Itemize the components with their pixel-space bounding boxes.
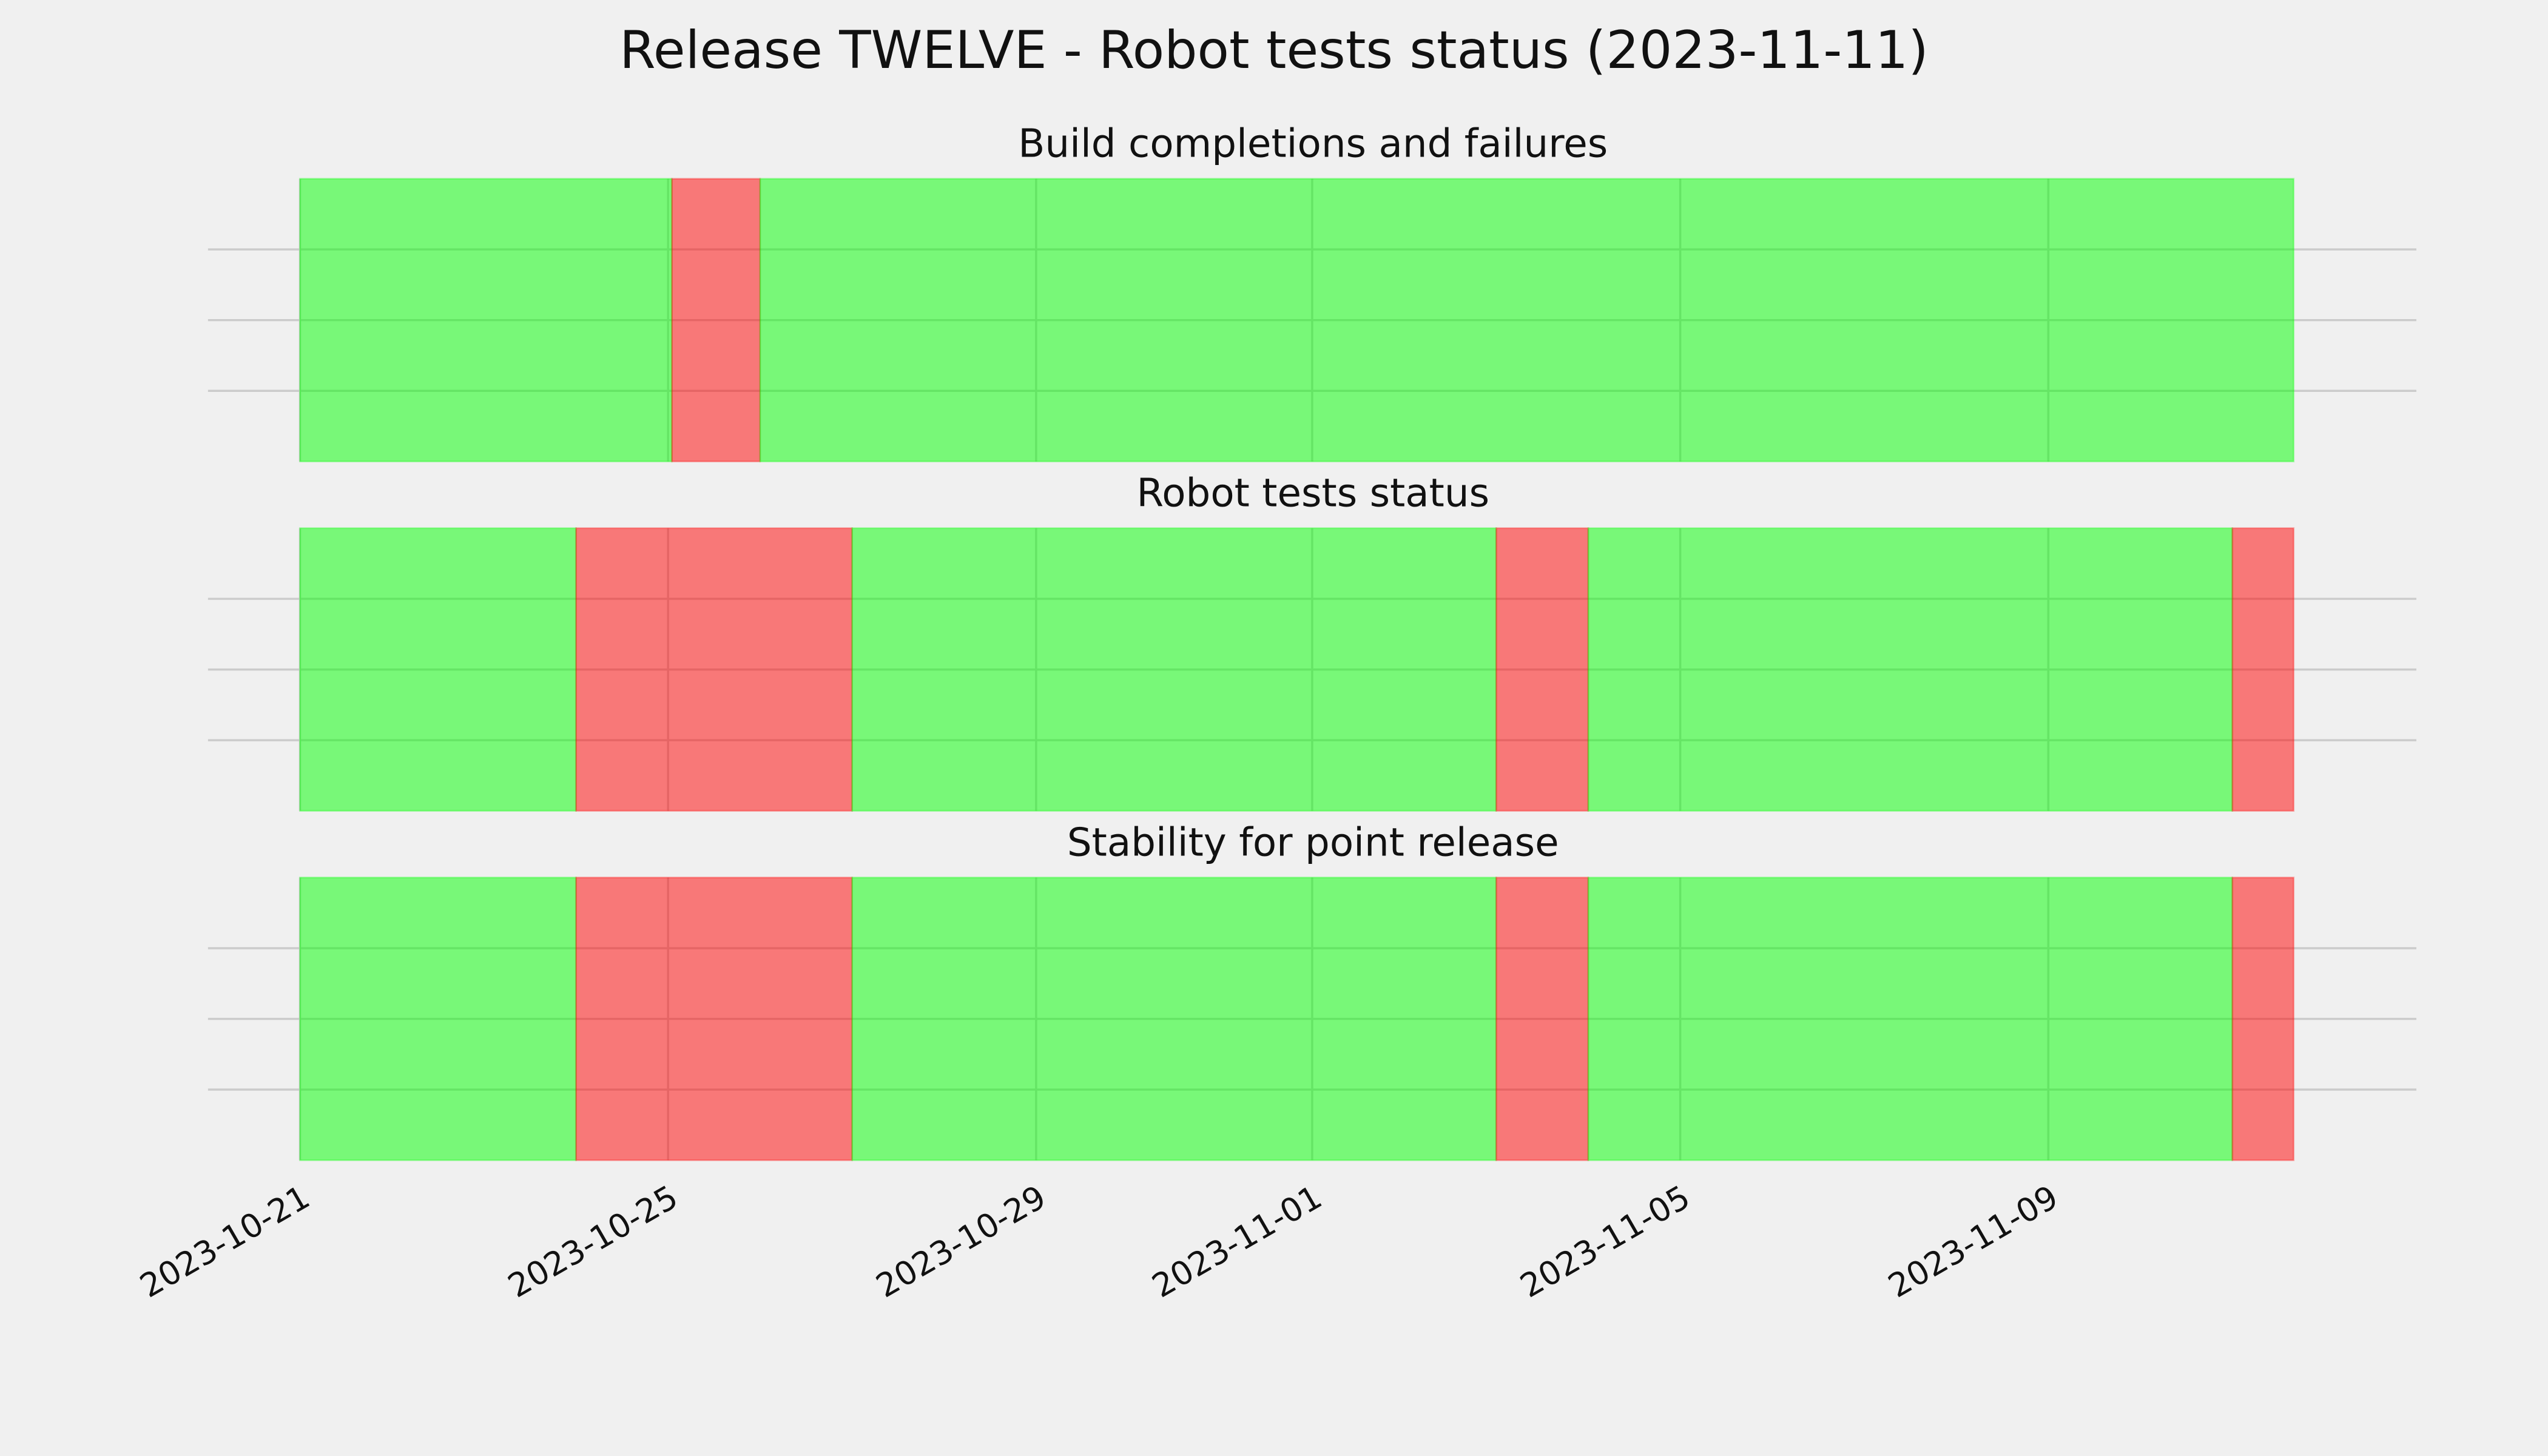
status-span [759,178,2295,463]
status-span [1587,527,2234,812]
status-span [299,877,577,1161]
status-span [575,527,853,812]
status-span [1495,877,1589,1161]
status-span [671,178,761,463]
status-span [2231,877,2295,1161]
status-span [1495,527,1589,812]
status-span [2231,527,2295,812]
panel-title: Build completions and failures [1018,121,1608,167]
status-span [851,877,1497,1161]
panel-title: Stability for point release [1067,820,1559,865]
chart-title: Release TWELVE - Robot tests status (202… [619,20,1929,81]
status-span [1587,877,2234,1161]
status-span [299,527,577,812]
panel-title: Robot tests status [1136,471,1489,516]
status-span [575,877,853,1161]
status-span [299,178,673,463]
status-span [851,527,1497,812]
